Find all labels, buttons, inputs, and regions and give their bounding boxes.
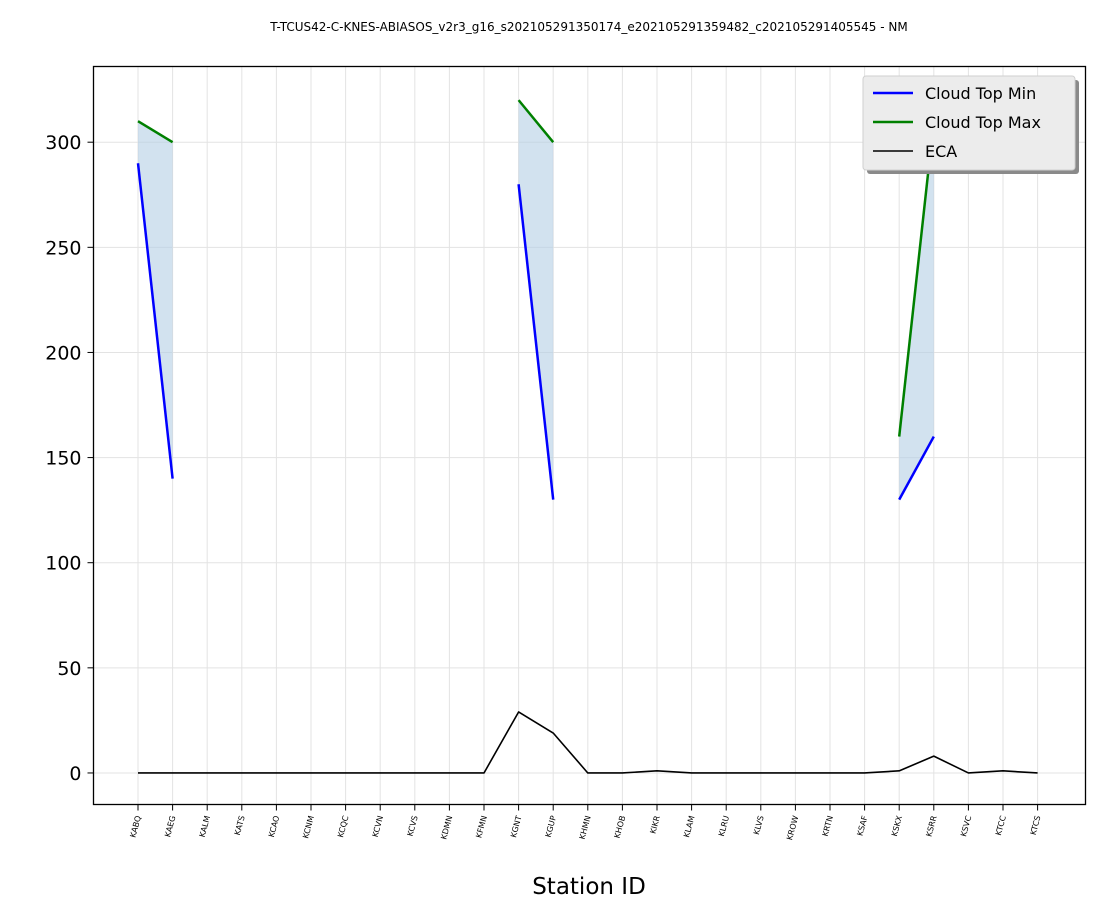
y-axis: 0 50 100 150 200 250 300 (45, 132, 94, 785)
y-tick-label: 50 (57, 658, 81, 680)
series-line-eca (138, 711, 1038, 774)
series-line-cloud-top-max (517, 99, 555, 143)
legend-label-cloud-top-max: Cloud Top Max (925, 113, 1041, 132)
plot-frame (92, 65, 1087, 806)
series-line-cloud-top-min (136, 163, 174, 479)
fill-region (899, 121, 934, 500)
legend-label-cloud-top-min: Cloud Top Min (925, 84, 1036, 103)
y-tick-label: 0 (69, 763, 81, 785)
y-tick-label: 250 (45, 237, 81, 259)
legend: Cloud Top Min Cloud Top Max ECA (862, 75, 1079, 174)
legend-box (862, 75, 1076, 171)
series-line-cloud-top-min (898, 435, 935, 501)
legend-label-eca: ECA (925, 142, 957, 161)
y-tick-label: 200 (45, 342, 81, 364)
fill-region (518, 100, 554, 500)
y-tick-label: 300 (45, 132, 81, 154)
series-line-cloud-top-max (137, 120, 174, 144)
x-axis-label: Station ID (532, 874, 646, 900)
y-tick-label: 150 (45, 448, 81, 470)
x-axis: KABQ KAEG KALM KATS KCAO KCNM KCQC KCVN KCVS KDMN… (128, 804, 1043, 841)
chart-title: T-TCUS42-C-KNES-ABIASOS_v2r3_g16_s202105… (269, 20, 907, 34)
y-tick-label: 100 (45, 553, 81, 575)
series-line-cloud-top-min (517, 184, 555, 500)
